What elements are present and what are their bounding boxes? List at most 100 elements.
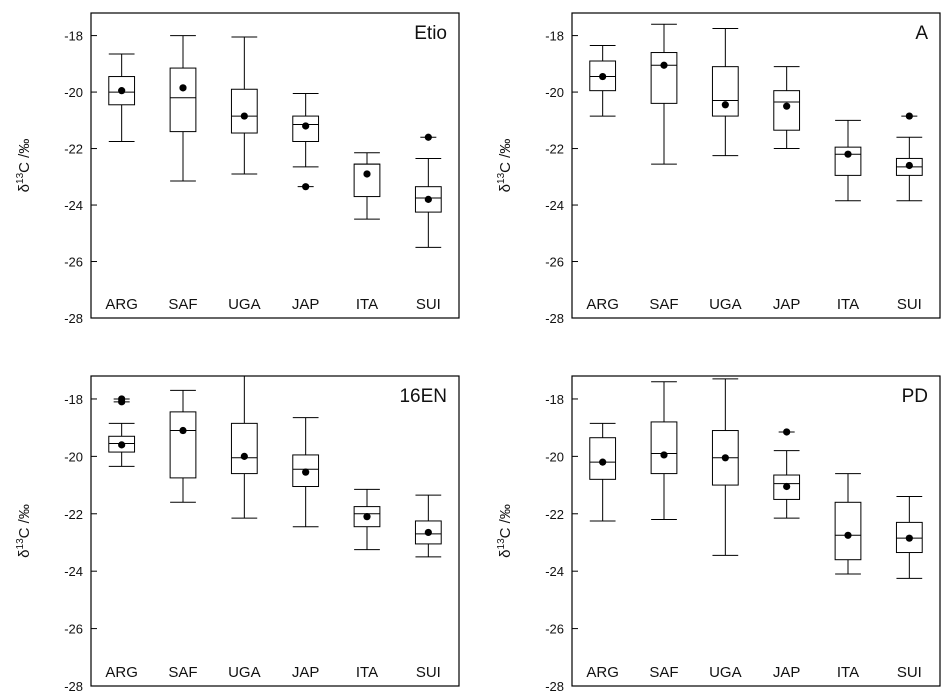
panel-title: A [915, 23, 928, 44]
y-tick-label: -22 [64, 507, 83, 522]
mean-marker [905, 534, 913, 542]
box-uga [230, 375, 258, 519]
y-axis-label-superscript: 13 [15, 172, 26, 184]
outlier-marker [424, 133, 432, 141]
category-label: UGA [709, 296, 742, 313]
box-iqr [773, 90, 801, 131]
panel-1: -18 -20 -22 -24 -26 -28 δ13C /‰ Etio ARG SAF UGA JA… [15, 12, 460, 326]
category-label: ITA [356, 664, 378, 681]
y-tick-label: -20 [64, 449, 83, 464]
panel-title: Etio [414, 23, 447, 44]
category-label: JAP [292, 296, 320, 313]
category-label: ARG [105, 296, 138, 313]
box-sui [414, 494, 442, 558]
y-axis-label: δ13C /‰ [496, 504, 514, 558]
box-iqr [834, 501, 862, 561]
mean-marker [118, 87, 126, 95]
category-label: SUI [897, 664, 922, 681]
category-label: ITA [837, 296, 859, 313]
box-ita [353, 488, 381, 551]
y-tick-label: -26 [64, 622, 83, 637]
box-jap [292, 417, 320, 528]
y-axis-label-unit: C /‰ [16, 139, 33, 173]
category-label: JAP [773, 664, 801, 681]
mean-marker [783, 482, 791, 491]
outlier-marker [783, 428, 791, 436]
y-axis-label-superscript: 13 [496, 538, 507, 550]
box-saf [650, 23, 678, 165]
y-axis-label-symbol: δ [497, 184, 514, 192]
y-tick-label: -18 [64, 392, 83, 407]
y-axis-label: δ13C /‰ [15, 139, 33, 193]
category-label: SAF [168, 296, 197, 313]
box-saf [650, 381, 678, 521]
panel-title: PD [902, 386, 928, 407]
y-axis-label-symbol: δ [16, 549, 33, 557]
category-label: ARG [586, 664, 619, 681]
box-iqr [650, 421, 678, 475]
y-tick-label: -18 [64, 29, 83, 44]
plot-frame [90, 12, 460, 319]
category-label: UGA [709, 664, 742, 681]
box-iqr [230, 88, 258, 134]
y-axis-label-symbol: δ [16, 184, 33, 192]
panel-2: -18 -20 -22 -24 -26 -28 δ13C /‰ A ARG SAF UGA JAP IT… [496, 12, 941, 326]
category-label: ITA [356, 296, 378, 313]
category-label: ITA [837, 664, 859, 681]
mean-marker [721, 101, 729, 109]
box-sui [414, 133, 442, 248]
box-ita [834, 119, 862, 202]
category-label: SUI [416, 664, 441, 681]
y-tick-label: -20 [64, 85, 83, 100]
y-axis-label: δ13C /‰ [15, 504, 33, 558]
box-uga [711, 28, 739, 157]
box-arg [108, 395, 136, 467]
box-uga [711, 378, 739, 556]
y-tick-label: -20 [545, 85, 564, 100]
box-iqr [650, 52, 678, 104]
mean-marker [118, 441, 126, 449]
panel-4: -18 -20 -22 -24 -26 -28 δ13C /‰ PD ARG SAF UGA JAP I… [496, 375, 941, 693]
mean-marker [179, 426, 187, 435]
box-jap [773, 66, 801, 150]
y-tick-label: -28 [64, 311, 83, 326]
category-label: JAP [292, 664, 320, 681]
box-iqr [711, 66, 739, 117]
y-tick-label: -24 [64, 198, 83, 213]
y-tick-label: -24 [545, 564, 564, 579]
mean-marker [363, 513, 371, 521]
outlier-marker [118, 398, 126, 406]
y-tick-label: -26 [64, 255, 83, 270]
box-sui [895, 496, 923, 579]
y-axis-label-unit: C /‰ [16, 504, 33, 538]
category-label: SAF [649, 664, 678, 681]
panel-title: 16EN [399, 386, 447, 407]
y-tick-label: -22 [64, 142, 83, 157]
mean-marker [844, 150, 852, 158]
box-sui [895, 112, 923, 202]
y-axis-label-unit: C /‰ [497, 504, 514, 538]
mean-marker [302, 468, 310, 476]
category-label: ARG [586, 296, 619, 313]
mean-marker [660, 451, 668, 459]
y-tick-label: -28 [64, 679, 83, 693]
mean-marker [905, 161, 913, 170]
mean-marker [302, 122, 310, 130]
mean-marker [721, 454, 729, 462]
category-label: SUI [897, 296, 922, 313]
mean-marker [179, 84, 187, 92]
y-tick-label: -28 [545, 679, 564, 693]
box-uga [230, 36, 258, 175]
y-tick-label: -24 [64, 564, 83, 579]
category-label: SAF [649, 296, 678, 313]
y-tick-label: -20 [545, 449, 564, 464]
y-tick-label: -18 [545, 392, 564, 407]
mean-marker [660, 61, 668, 69]
box-ita [834, 473, 862, 575]
mean-marker [599, 458, 607, 466]
y-axis-label-symbol: δ [497, 549, 514, 557]
category-label: SAF [168, 664, 197, 681]
box-iqr [589, 60, 617, 92]
category-label: UGA [228, 296, 261, 313]
mean-marker [783, 102, 791, 110]
